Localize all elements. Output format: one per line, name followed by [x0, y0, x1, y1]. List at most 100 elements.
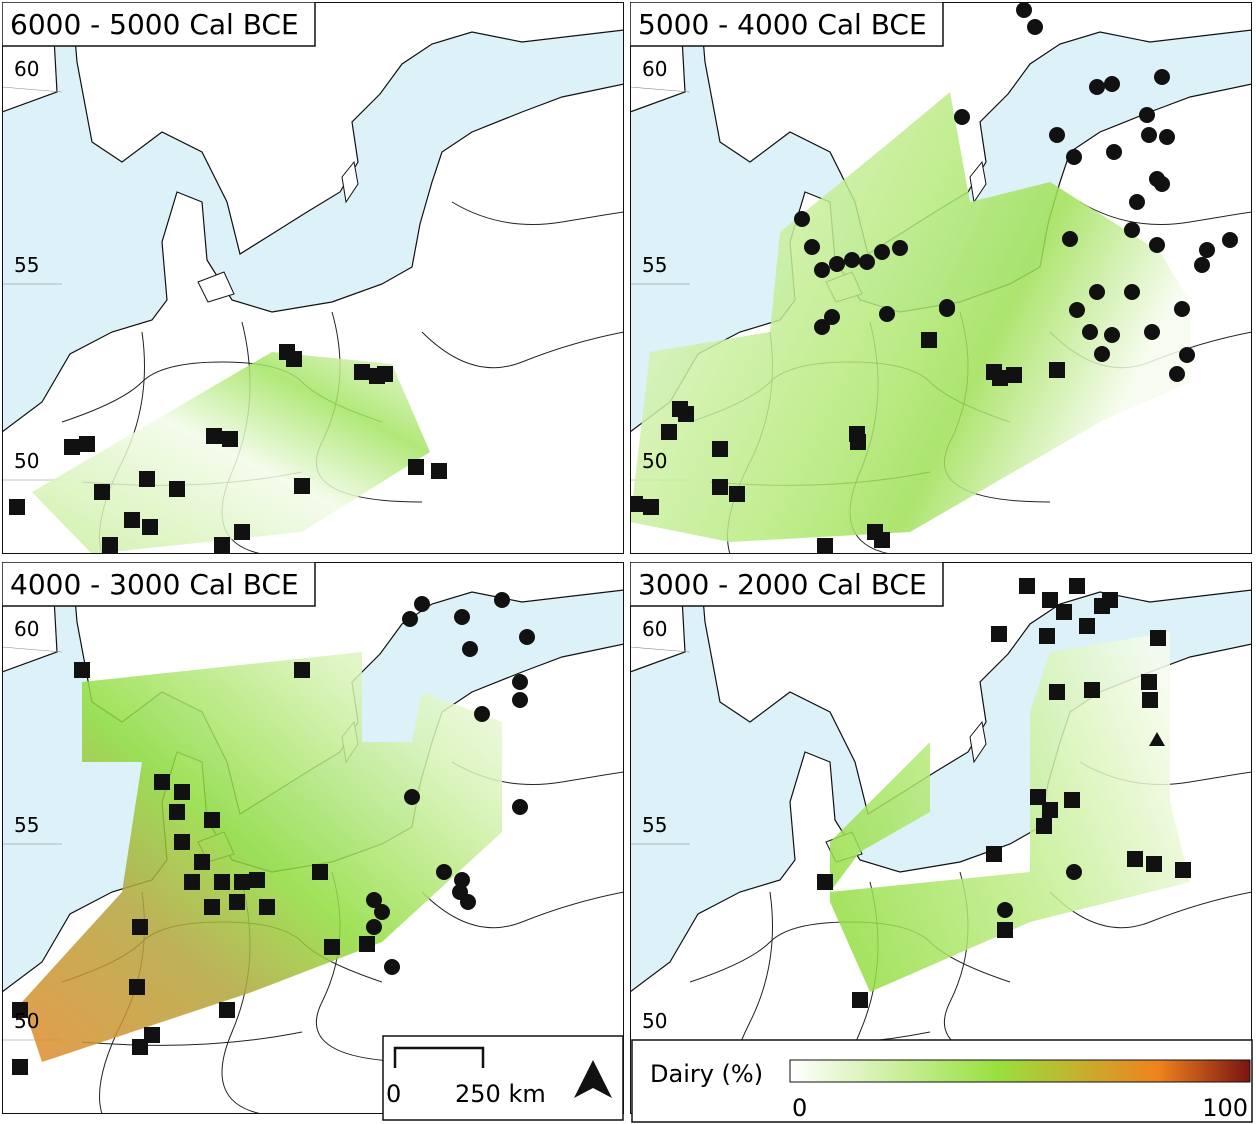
site-circle	[1199, 242, 1215, 258]
site-square	[194, 854, 210, 870]
site-square	[630, 496, 643, 512]
site-square	[12, 1002, 28, 1018]
latitude-label: 55	[642, 813, 667, 837]
site-square	[712, 441, 728, 457]
site-square	[139, 471, 155, 487]
site-circle	[512, 692, 528, 708]
site-circle	[1174, 301, 1190, 317]
site-square	[214, 874, 230, 890]
site-circle	[1066, 149, 1082, 165]
panel-title: 6000 - 5000 Cal BCE	[10, 8, 299, 41]
site-circle	[1129, 194, 1145, 210]
site-square	[661, 424, 677, 440]
title-box	[630, 2, 944, 47]
site-circle	[954, 109, 970, 125]
site-square	[678, 406, 694, 422]
site-circle	[997, 902, 1013, 918]
site-square	[9, 499, 25, 515]
site-square	[219, 1002, 235, 1018]
scale-start: 0	[386, 1080, 401, 1108]
site-square	[1127, 851, 1143, 867]
site-square	[259, 899, 275, 915]
legend-bar	[789, 1059, 1251, 1083]
site-square	[249, 872, 265, 888]
site-square	[729, 486, 745, 502]
site-circle	[814, 262, 830, 278]
title-box	[2, 562, 316, 607]
site-circle	[374, 904, 390, 920]
site-square	[312, 864, 328, 880]
site-circle	[366, 919, 382, 935]
site-circle	[1124, 222, 1140, 238]
site-square	[921, 332, 937, 348]
scale-bar: 0 250 km	[382, 1035, 624, 1121]
map-panel: 4000 - 3000 Cal BCE 60 55 50	[2, 562, 624, 1114]
site-square	[102, 537, 118, 553]
site-circle	[512, 674, 528, 690]
site-square	[643, 499, 659, 515]
site-circle	[1027, 19, 1043, 35]
title-box	[630, 562, 944, 607]
site-circle	[454, 872, 470, 888]
latitude-label: 55	[14, 813, 39, 837]
latitude-label: 60	[14, 617, 39, 641]
site-circle	[474, 706, 490, 722]
site-square	[144, 1027, 160, 1043]
site-square	[431, 463, 447, 479]
latitude-label: 60	[642, 57, 667, 81]
site-square	[1150, 630, 1166, 646]
site-circle	[814, 319, 830, 335]
site-square	[1141, 674, 1157, 690]
site-square	[354, 364, 370, 380]
site-square	[1056, 604, 1072, 620]
site-square	[174, 834, 190, 850]
site-square	[214, 537, 230, 553]
site-square	[377, 366, 393, 382]
site-square	[142, 519, 158, 535]
site-circle	[874, 244, 890, 260]
site-square	[294, 662, 310, 678]
site-square	[986, 846, 1002, 862]
site-circle	[892, 240, 908, 256]
site-square	[359, 936, 375, 952]
site-circle	[1069, 302, 1085, 318]
map-panel: 3000 - 2000 Cal BCE 60 55 50	[630, 562, 1252, 1114]
site-circle	[794, 211, 810, 227]
site-square	[79, 436, 95, 452]
north-arrow	[574, 1060, 612, 1098]
site-square	[204, 812, 220, 828]
site-square	[324, 939, 340, 955]
site-square	[286, 351, 302, 367]
latitude-label: 50	[14, 449, 39, 473]
site-circle	[414, 596, 430, 612]
site-circle	[1094, 346, 1110, 362]
site-square	[1146, 856, 1162, 872]
site-square	[1069, 578, 1085, 594]
site-circle	[1049, 127, 1065, 143]
panel-title: 5000 - 4000 Cal BCE	[638, 8, 927, 41]
site-circle	[1104, 76, 1120, 92]
site-square	[294, 478, 310, 494]
site-circle	[1222, 232, 1238, 248]
legend-title: Dairy (%)	[650, 1060, 763, 1088]
panel-title: 3000 - 2000 Cal BCE	[638, 568, 927, 601]
site-circle	[859, 254, 875, 270]
latitude-label: 55	[14, 253, 39, 277]
latitude-label: 55	[642, 253, 667, 277]
site-square	[874, 532, 890, 548]
site-square	[64, 439, 80, 455]
legend-max: 100	[1202, 1094, 1248, 1122]
site-square	[169, 481, 185, 497]
site-square	[184, 874, 200, 890]
site-circle	[1154, 69, 1170, 85]
site-square	[222, 431, 238, 447]
site-square	[850, 434, 866, 450]
dairy-zone	[32, 352, 430, 554]
site-square	[234, 524, 250, 540]
site-square	[1064, 792, 1080, 808]
site-square	[169, 804, 185, 820]
site-square	[1049, 362, 1065, 378]
site-circle	[460, 894, 476, 910]
site-circle	[1082, 324, 1098, 340]
site-circle	[1169, 366, 1185, 382]
